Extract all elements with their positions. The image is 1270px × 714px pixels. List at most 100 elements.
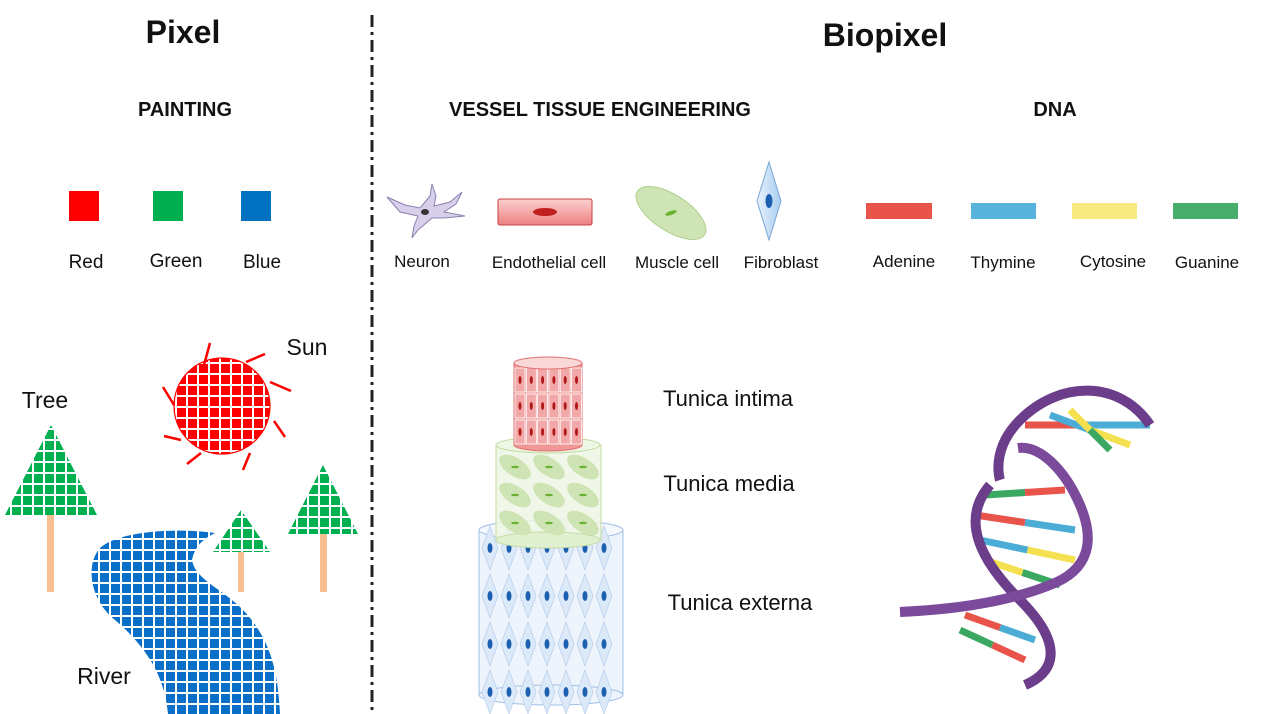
painting-heading: PAINTING xyxy=(137,99,233,121)
cell-nucleus xyxy=(518,376,522,384)
cell-nucleus xyxy=(582,687,588,697)
tree-icon xyxy=(288,465,358,592)
cell-nucleus xyxy=(541,402,545,410)
cell-nucleus xyxy=(529,428,533,436)
tree-icon xyxy=(5,425,97,592)
cell-nucleus xyxy=(579,521,587,525)
cell-nucleus xyxy=(545,465,553,469)
cell-nucleus xyxy=(525,687,531,697)
cell-nucleus xyxy=(511,465,519,469)
tunica-media-layer xyxy=(495,436,602,549)
cell-nucleus xyxy=(506,639,512,649)
cell-nucleus xyxy=(582,639,588,649)
cell-nucleus xyxy=(552,376,556,384)
cell-nucleus xyxy=(563,428,567,436)
base-pair-half xyxy=(998,624,1037,644)
cell-nucleus xyxy=(518,402,522,410)
tunica-intima-layer xyxy=(513,356,583,452)
cell-nucleus xyxy=(487,639,493,649)
base-pair-half xyxy=(984,489,1026,499)
river-label: River xyxy=(77,663,131,689)
cell-nucleus xyxy=(487,543,493,553)
cell-nucleus xyxy=(518,428,522,436)
cell-nucleus xyxy=(529,376,533,384)
river-icon xyxy=(91,530,280,714)
biopixel-title: Biopixel xyxy=(822,17,948,53)
cell-nucleus xyxy=(601,687,607,697)
sun-icon xyxy=(161,342,292,471)
endothelial-cell-icon xyxy=(497,198,593,226)
guanine-bar xyxy=(1173,203,1238,219)
cell-nucleus xyxy=(545,521,553,525)
base-pair-half xyxy=(1067,407,1093,433)
cell-nucleus xyxy=(563,376,567,384)
red-pixel xyxy=(69,191,99,221)
muscle-label: Muscle cell xyxy=(634,253,720,272)
cell-nucleus xyxy=(601,543,607,553)
cell-nucleus xyxy=(563,687,569,697)
adenine-label: Adenine xyxy=(872,252,936,271)
cell-nucleus xyxy=(525,639,531,649)
fibroblast-icon xyxy=(756,160,782,242)
muscle-cell-icon xyxy=(635,185,707,241)
cell-nucleus xyxy=(579,465,587,469)
cell-nucleus xyxy=(544,687,550,697)
green-pixel xyxy=(153,191,183,221)
green-label: Green xyxy=(149,251,203,272)
cell-nucleus xyxy=(575,376,578,384)
blue-pixel xyxy=(241,191,271,221)
dna-helix-icon xyxy=(899,385,1155,690)
cell-nucleus xyxy=(511,521,519,525)
cell-nucleus xyxy=(552,428,556,436)
base-pair-half xyxy=(1024,486,1066,496)
neuron-label: Neuron xyxy=(394,252,450,271)
tunica-media-label: Tunica media xyxy=(663,471,795,496)
cell-nucleus xyxy=(506,591,512,601)
cell-nucleus xyxy=(579,493,587,497)
base-pair-half xyxy=(963,611,1002,631)
cell-nucleus xyxy=(529,402,533,410)
cell-nucleus xyxy=(575,428,578,436)
base-pair-half xyxy=(958,626,994,649)
tree-icon xyxy=(213,510,270,592)
tunica-intima-label: Tunica intima xyxy=(662,386,794,411)
cell-nucleus xyxy=(601,639,607,649)
endothelial-label: Endothelial cell xyxy=(491,253,607,272)
cell-nucleus xyxy=(544,639,550,649)
guanine-label: Guanine xyxy=(1174,253,1240,272)
tunica-externa-label: Tunica externa xyxy=(667,590,813,615)
cell-nucleus xyxy=(541,428,545,436)
cell-nucleus xyxy=(563,639,569,649)
cell-nucleus xyxy=(511,493,519,497)
cell-nucleus xyxy=(545,493,553,497)
cell-nucleus xyxy=(601,591,607,601)
cell-nucleus xyxy=(487,687,493,697)
cell-nucleus xyxy=(525,591,531,601)
neuron-icon xyxy=(386,183,466,239)
red-label: Red xyxy=(68,252,104,273)
cell-nucleus xyxy=(506,687,512,697)
cell-nucleus xyxy=(575,402,578,410)
base-pair-half xyxy=(1087,427,1113,453)
vessel-heading: VESSEL TISSUE ENGINEERING xyxy=(449,99,751,121)
base-pair-half xyxy=(1024,519,1076,534)
adenine-bar xyxy=(866,203,932,219)
thymine-label: Thymine xyxy=(970,253,1036,272)
cell-nucleus xyxy=(582,591,588,601)
cell-nucleus xyxy=(541,376,545,384)
pixel-title: Pixel xyxy=(145,14,221,50)
fibroblast-label: Fibroblast xyxy=(743,253,819,272)
cell-nucleus xyxy=(552,402,556,410)
dna-heading: DNA xyxy=(1033,99,1077,121)
thymine-bar xyxy=(971,203,1036,219)
blue-label: Blue xyxy=(242,252,282,273)
tunica-externa-layer xyxy=(478,519,624,714)
cytosine-bar xyxy=(1072,203,1137,219)
base-pair-half xyxy=(979,536,1029,554)
cell-nucleus xyxy=(487,591,493,601)
cell-nucleus xyxy=(563,591,569,601)
tree-label: Tree xyxy=(21,387,69,413)
cell-nucleus xyxy=(563,402,567,410)
base-pair-half xyxy=(991,641,1027,664)
